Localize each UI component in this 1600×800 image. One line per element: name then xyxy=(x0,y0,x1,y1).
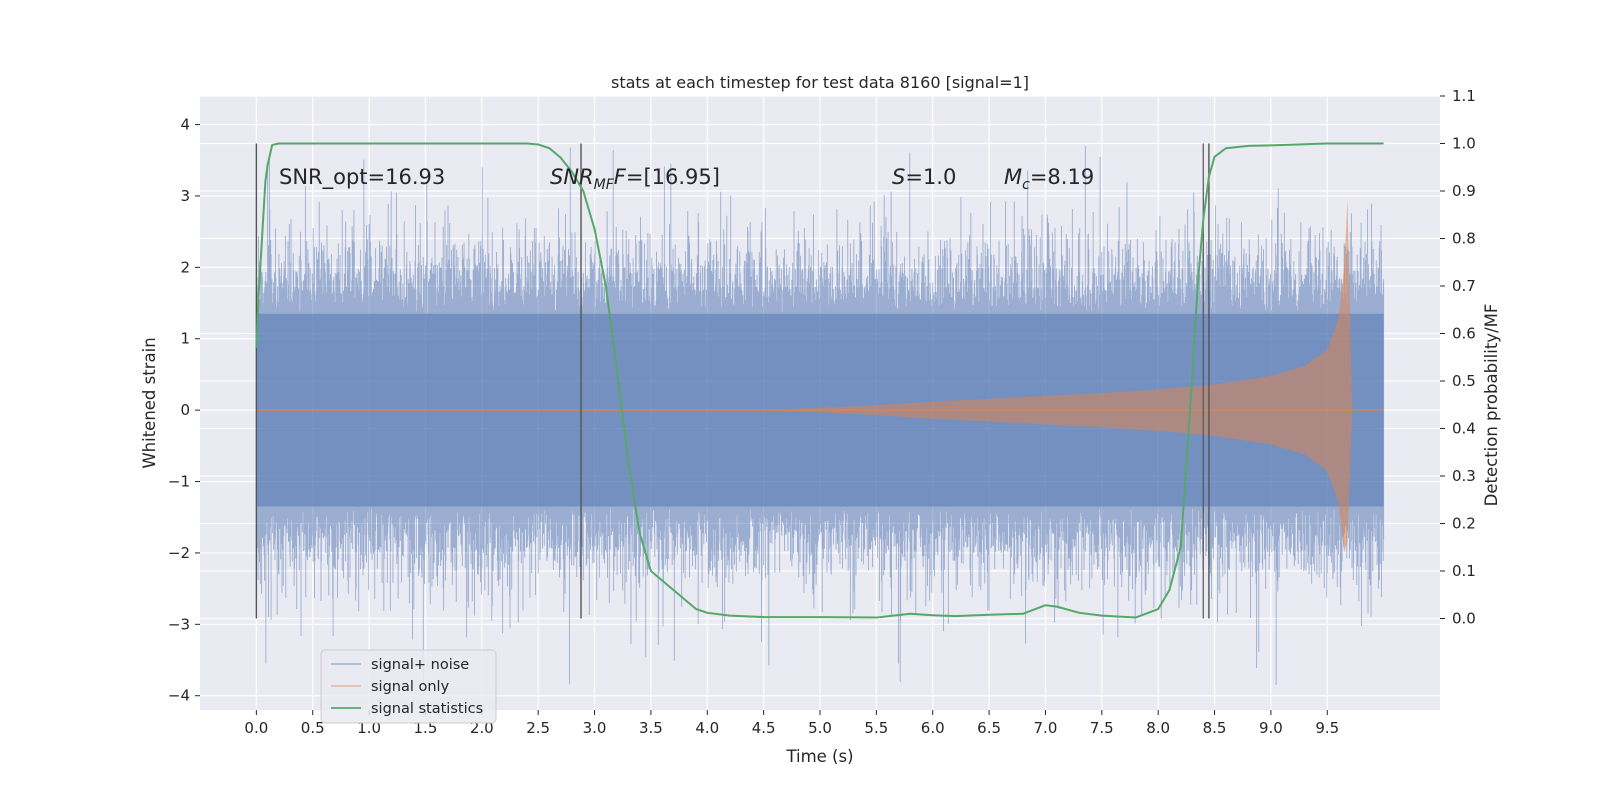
y-left-tick-label: 3 xyxy=(180,187,190,205)
annotation-snr-opt: SNR_opt=16.93 xyxy=(279,165,445,190)
x-axis-label: Time (s) xyxy=(785,747,853,766)
mc-subscript: c xyxy=(1022,177,1030,193)
y-left-tick-label: −1 xyxy=(168,473,190,491)
series-signal-only xyxy=(256,199,1384,553)
snr-mf-fragment: F xyxy=(614,165,627,189)
x-tick-label: 9.0 xyxy=(1259,719,1283,737)
x-tick-label: 5.5 xyxy=(864,719,888,737)
y-left-axis-label: Whitened strain xyxy=(140,337,159,468)
legend-label-stats: signal statistics xyxy=(371,701,483,717)
y-right-tick-label: 1.0 xyxy=(1452,135,1476,153)
y-right-tick-label: 0.0 xyxy=(1452,610,1476,628)
x-tick-label: 4.5 xyxy=(752,719,776,737)
y-right-tick-label: 0.8 xyxy=(1452,230,1476,248)
x-tick-label: 7.5 xyxy=(1090,719,1114,737)
x-tick-label: 3.0 xyxy=(583,719,607,737)
y-right-tick-label: 0.6 xyxy=(1452,325,1476,343)
y-left-tick-label: 1 xyxy=(180,330,190,348)
y-left-tick-label: −2 xyxy=(168,544,190,562)
x-tick-label: 6.5 xyxy=(977,719,1001,737)
x-tick-labels: 0.0 0.5 1.0 1.5 2.0 2.5 3.0 3.5 4.0 4.5 5.0 5.5 6.0 6… xyxy=(244,710,1339,737)
x-tick-label: 7.0 xyxy=(1034,719,1058,737)
series-signal-statistics xyxy=(255,142,1384,619)
y-right-tick-labels: 1.1 1.0 0.9 0.8 0.7 0.6 0.5 0.4 0.3 0.2 0.1 0.0 xyxy=(1440,87,1476,628)
mc-value: =8.19 xyxy=(1030,165,1094,189)
annotation-s: S=1.0 xyxy=(892,165,956,189)
y-right-tick-label: 0.5 xyxy=(1452,372,1476,390)
legend-box xyxy=(320,649,497,724)
x-tick-label: 2.5 xyxy=(526,719,550,737)
snr-mf-base: SNR xyxy=(550,165,594,189)
snr-mf-value: =[16.95] xyxy=(626,165,720,189)
x-tick-label: 8.5 xyxy=(1203,719,1227,737)
y-left-tick-label: 4 xyxy=(180,116,190,134)
x-tick-label: 0.0 xyxy=(244,719,268,737)
y-right-tick-label: 0.2 xyxy=(1452,515,1476,533)
snr-mf-subscript: MF xyxy=(594,177,615,193)
x-tick-label: 4.0 xyxy=(695,719,719,737)
legend: signal+ noise signal only signal statist… xyxy=(320,649,497,724)
x-tick-label: 9.5 xyxy=(1315,719,1339,737)
x-tick-label: 5.0 xyxy=(808,719,832,737)
y-left-tick-label: 0 xyxy=(180,401,190,419)
y-left-tick-label: 2 xyxy=(180,258,190,276)
y-right-tick-label: 0.1 xyxy=(1452,562,1476,580)
chart-title: stats at each timestep for test data 816… xyxy=(611,73,1029,92)
legend-label-signal: signal only xyxy=(371,679,450,695)
signal-statistics-line xyxy=(255,142,1384,619)
s-label: S xyxy=(892,165,905,189)
y-left-tick-label: −4 xyxy=(168,687,190,705)
legend-label-noise: signal+ noise xyxy=(371,657,469,673)
x-tick-label: 6.0 xyxy=(921,719,945,737)
annotation-snr-mf: SNRMFF=[16.95] xyxy=(550,165,720,193)
annotation-mc: Mc=8.19 xyxy=(1004,165,1094,193)
y-right-tick-label: 0.7 xyxy=(1452,277,1476,295)
mc-label: M xyxy=(1004,165,1022,189)
x-tick-label: 3.5 xyxy=(639,719,663,737)
y-left-tick-label: −3 xyxy=(168,615,190,633)
s-value: =1.0 xyxy=(905,165,956,189)
y-left-tick-labels: 4 3 2 1 0 −1 −2 −3 −4 xyxy=(168,116,200,705)
y-right-tick-label: 0.3 xyxy=(1452,467,1476,485)
y-right-tick-label: 0.9 xyxy=(1452,182,1476,200)
x-tick-label: 0.5 xyxy=(301,719,325,737)
x-tick-label: 8.0 xyxy=(1146,719,1170,737)
y-right-tick-label: 1.1 xyxy=(1452,87,1476,105)
y-right-tick-label: 0.4 xyxy=(1452,420,1476,438)
y-right-axis-label: Detection probability/MF xyxy=(1482,304,1501,507)
